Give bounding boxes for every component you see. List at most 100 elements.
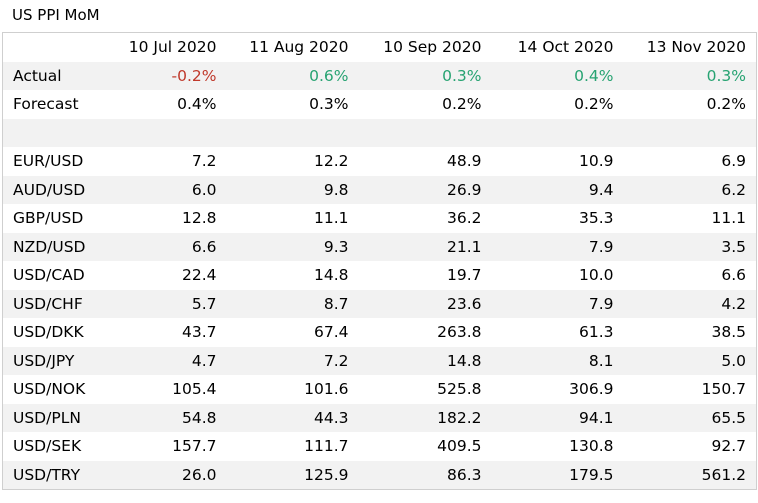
pair-label: EUR/USD xyxy=(13,152,84,171)
table-cell: 101.6 xyxy=(304,380,349,399)
table-row: USD/CHF 5.7 8.7 23.6 7.9 4.2 xyxy=(2,289,757,318)
row-label: Forecast xyxy=(13,95,79,114)
table-cell: 21.1 xyxy=(446,237,482,256)
table-cell: 10.0 xyxy=(578,266,614,285)
pair-label: USD/CAD xyxy=(13,266,85,285)
table-cell: 7.2 xyxy=(191,152,217,171)
table-cell: 22.4 xyxy=(181,266,217,285)
table-cell: 43.7 xyxy=(181,323,217,342)
table-row: AUD/USD 6.0 9.8 26.9 9.4 6.2 xyxy=(2,175,757,204)
table-cell: 6.6 xyxy=(191,237,217,256)
table-cell: 19.7 xyxy=(446,266,482,285)
table-cell: 150.7 xyxy=(701,380,746,399)
table-cell: 306.9 xyxy=(569,380,614,399)
table-cell: 8.7 xyxy=(323,294,349,313)
table-cell: 8.1 xyxy=(588,351,614,370)
forecast-row: Forecast 0.4% 0.3% 0.2% 0.2% 0.2% xyxy=(2,90,757,119)
table-cell: 65.5 xyxy=(711,408,746,427)
table-cell: 48.9 xyxy=(446,152,482,171)
table-cell: 92.7 xyxy=(711,437,746,456)
actual-value: 0.6% xyxy=(309,66,349,85)
actual-value: 0.3% xyxy=(706,66,746,85)
table-cell: 14.8 xyxy=(446,351,482,370)
table-cell: 525.8 xyxy=(437,380,482,399)
table-cell: 157.7 xyxy=(172,437,217,456)
table-row: USD/PLN 54.8 44.3 182.2 94.1 65.5 xyxy=(2,403,757,432)
actual-value: -0.2% xyxy=(171,66,217,85)
table-cell: 12.2 xyxy=(313,152,349,171)
table-row: USD/CAD 22.4 14.8 19.7 10.0 6.6 xyxy=(2,261,757,290)
column-header: 10 Jul 2020 xyxy=(128,38,217,57)
table-cell: 23.6 xyxy=(446,294,482,313)
table-cell: 561.2 xyxy=(701,465,746,484)
pair-label: USD/NOK xyxy=(13,380,86,399)
table-cell: 125.9 xyxy=(304,465,349,484)
table-row: USD/TRY 26.0 125.9 86.3 179.5 561.2 xyxy=(2,460,757,490)
pair-label: GBP/USD xyxy=(13,209,84,228)
table-cell: 7.9 xyxy=(588,237,614,256)
table-row: USD/DKK 43.7 67.4 263.8 61.3 38.5 xyxy=(2,318,757,347)
forecast-value: 0.2% xyxy=(442,95,482,114)
actual-value: 0.4% xyxy=(574,66,614,85)
table-cell: 111.7 xyxy=(304,437,349,456)
table-title: US PPI MoM xyxy=(12,6,100,24)
table-cell: 5.7 xyxy=(191,294,217,313)
forecast-value: 0.2% xyxy=(706,95,746,114)
forecast-value: 0.2% xyxy=(574,95,614,114)
actual-row: Actual -0.2% 0.6% 0.3% 0.4% 0.3% xyxy=(2,61,757,90)
column-header: 13 Nov 2020 xyxy=(646,38,746,57)
pair-label: USD/PLN xyxy=(13,408,81,427)
ppi-table: 10 Jul 2020 11 Aug 2020 10 Sep 2020 14 Oct … xyxy=(2,32,757,490)
table-cell: 10.9 xyxy=(578,152,614,171)
table-cell: 14.8 xyxy=(313,266,349,285)
table-cell: 38.5 xyxy=(711,323,746,342)
table-row: USD/JPY 4.7 7.2 14.8 8.1 5.0 xyxy=(2,346,757,375)
pair-label: USD/JPY xyxy=(13,351,75,370)
table-cell: 12.8 xyxy=(181,209,217,228)
table-cell: 7.2 xyxy=(323,351,349,370)
table-cell: 9.8 xyxy=(323,180,349,199)
table-cell: 11.1 xyxy=(711,209,746,228)
table-cell: 35.3 xyxy=(578,209,614,228)
table-cell: 6.6 xyxy=(721,266,746,285)
table-cell: 409.5 xyxy=(437,437,482,456)
table-cell: 36.2 xyxy=(446,209,482,228)
column-header: 11 Aug 2020 xyxy=(249,38,349,57)
pair-label: AUD/USD xyxy=(13,180,86,199)
table-cell: 11.1 xyxy=(313,209,349,228)
table-cell: 5.0 xyxy=(721,351,746,370)
table-cell: 67.4 xyxy=(313,323,349,342)
table-row: USD/NOK 105.4 101.6 525.8 306.9 150.7 xyxy=(2,375,757,404)
table-cell: 6.0 xyxy=(191,180,217,199)
table-cell: 105.4 xyxy=(172,380,217,399)
table-cell: 130.8 xyxy=(569,437,614,456)
pair-label: USD/CHF xyxy=(13,294,83,313)
forecast-value: 0.4% xyxy=(177,95,217,114)
table-cell: 44.3 xyxy=(313,408,349,427)
column-header: 14 Oct 2020 xyxy=(517,38,614,57)
table-cell: 54.8 xyxy=(181,408,217,427)
table-cell: 26.9 xyxy=(446,180,482,199)
header-corner xyxy=(3,33,98,62)
table-cell: 4.2 xyxy=(721,294,746,313)
table-cell: 26.0 xyxy=(181,465,217,484)
table-row: NZD/USD 6.6 9.3 21.1 7.9 3.5 xyxy=(2,232,757,261)
table-row: USD/SEK 157.7 111.7 409.5 130.8 92.7 xyxy=(2,432,757,461)
table-cell: 9.3 xyxy=(323,237,349,256)
table-cell: 3.5 xyxy=(721,237,746,256)
table-body: 10 Jul 2020 11 Aug 2020 10 Sep 2020 14 Oct … xyxy=(2,32,757,490)
spacer-cell xyxy=(3,119,757,148)
spacer-row xyxy=(2,118,757,148)
table-cell: 86.3 xyxy=(446,465,482,484)
table-cell: 6.2 xyxy=(721,180,746,199)
pair-label: USD/SEK xyxy=(13,437,82,456)
table-row: EUR/USD 7.2 12.2 48.9 10.9 6.9 xyxy=(2,147,757,176)
table-cell: 182.2 xyxy=(437,408,482,427)
table-cell: 61.3 xyxy=(578,323,614,342)
header-row: 10 Jul 2020 11 Aug 2020 10 Sep 2020 14 Oct … xyxy=(2,32,757,62)
table-cell: 179.5 xyxy=(569,465,614,484)
table-cell: 94.1 xyxy=(578,408,614,427)
table-cell: 263.8 xyxy=(437,323,482,342)
pair-label: USD/DKK xyxy=(13,323,84,342)
column-header: 10 Sep 2020 xyxy=(383,38,482,57)
